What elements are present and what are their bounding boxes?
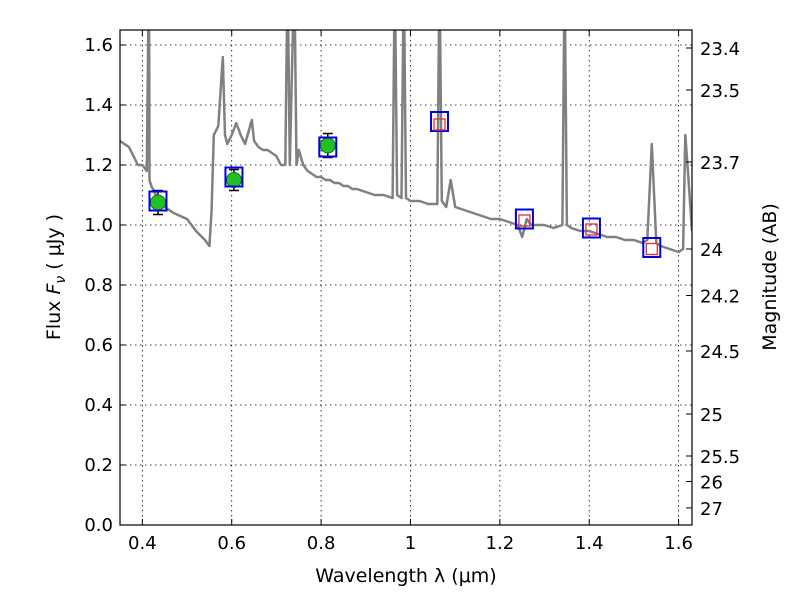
- model-photometry-point: [514, 208, 534, 230]
- y-tick-label: 0.8: [84, 275, 113, 296]
- synthetic-photometry-point: [518, 214, 531, 227]
- observed-point: [225, 172, 242, 188]
- observed-point: [319, 137, 336, 154]
- right-tick-label: 23.4: [700, 39, 740, 60]
- right-tick-label: 25.5: [700, 447, 740, 468]
- model-photometry-point: [581, 217, 601, 239]
- right-tick-label: 24.5: [700, 342, 740, 363]
- model-photometry-point: [430, 111, 450, 132]
- y-tick-label: 1.6: [84, 35, 113, 56]
- right-axis-title: Magnitude (AB): [759, 203, 781, 351]
- x-tick-label: 1.4: [575, 533, 604, 554]
- observed-point: [149, 194, 166, 211]
- synthetic-photometry-point: [433, 118, 446, 131]
- axes-frame: [119, 29, 693, 526]
- plot-area: [120, 30, 692, 258]
- ticks: 0.4 0.6 0.8 1 1.2 1.4 1.6 0.0 0.2 0.4 0.6 0.8 1.0 1.2…: [84, 30, 740, 554]
- x-tick-label: 1.6: [664, 533, 693, 554]
- right-tick-label: 25: [700, 405, 723, 426]
- right-tick-label: 23.5: [700, 81, 740, 102]
- model-spectrum-line: [120, 30, 692, 254]
- y-tick-label: 0.0: [84, 515, 113, 536]
- right-tick-label: 24: [700, 240, 723, 261]
- model-photometry-point: [148, 190, 168, 212]
- x-tick-label: 1: [405, 533, 416, 554]
- synthetic-photometry-point: [585, 223, 598, 236]
- x-axis-title: Wavelength λ (μm): [315, 565, 496, 587]
- model-photometry-point: [318, 136, 338, 158]
- y-tick-label: 0.6: [84, 335, 113, 356]
- x-tick-label: 0.4: [128, 533, 157, 554]
- y-tick-label: 1.4: [84, 95, 113, 116]
- x-tick-label: 0.8: [307, 533, 336, 554]
- right-tick-label: 26: [700, 473, 723, 494]
- x-tick-label: 0.6: [217, 533, 246, 554]
- model-photometry-point: [642, 237, 662, 258]
- y-tick-label: 1.2: [84, 155, 113, 176]
- y-tick-label: 1.0: [84, 215, 113, 236]
- right-tick-label: 23.7: [700, 153, 740, 174]
- y-tick-label: 0.2: [84, 455, 113, 476]
- x-tick-label: 1.2: [486, 533, 515, 554]
- right-tick-label: 24.2: [700, 287, 740, 308]
- y-tick-label: 0.4: [84, 395, 113, 416]
- synthetic-photometry-point: [645, 242, 658, 256]
- model-photometry-point: [224, 166, 244, 188]
- right-tick-label: 27: [700, 499, 723, 520]
- y-axis-title: Flux Fν ( μJy ): [43, 214, 69, 340]
